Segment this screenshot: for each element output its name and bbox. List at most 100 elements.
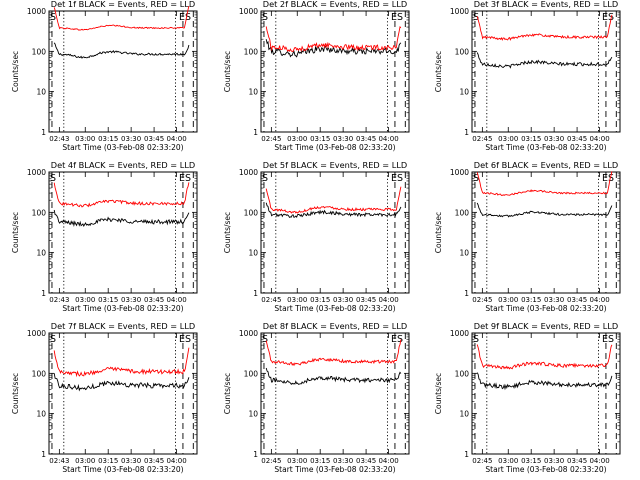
x-tick-label: 04:00: [378, 135, 398, 143]
start-marker-label: S: [397, 12, 403, 23]
y-tick-label: 10: [248, 249, 258, 258]
x-tick-label: 03:30: [333, 457, 353, 465]
start-marker-label: S: [262, 334, 268, 345]
y-tick-label: 10: [248, 88, 258, 97]
panel-title: Det 5f BLACK = Events, RED = LLD: [263, 160, 407, 170]
x-tick-label: 03:15: [98, 135, 118, 143]
x-tick-label: 04:00: [378, 296, 398, 304]
start-marker-label: S: [473, 173, 479, 184]
y-axis-label: Counts/sec: [11, 212, 20, 253]
x-tick-label: 03:00: [287, 457, 307, 465]
y-tick-label: 1: [464, 289, 469, 298]
x-axis-label: Start Time (03-Feb-08 02:33:20): [62, 143, 183, 152]
y-tick-label: 1000: [450, 7, 469, 16]
x-tick-label: 03:15: [310, 296, 330, 304]
series-line-events: [476, 372, 613, 391]
panel-det-2: Det 2f BLACK = Events, RED = LLD 1 10 100 10…: [223, 0, 410, 152]
panel-title: Det 7f BLACK = Events, RED = LLD: [51, 321, 195, 331]
start-marker-label: S: [185, 334, 191, 345]
x-tick-label: 02:45: [472, 457, 492, 465]
x-tick-label: 03:30: [121, 457, 141, 465]
x-tick-label: 03:30: [544, 457, 564, 465]
end-marker-label: E: [602, 12, 608, 23]
end-marker-label: E: [602, 173, 608, 184]
x-tick-label: 02:45: [472, 296, 492, 304]
series-line-events: [265, 367, 402, 386]
y-tick-label: 10: [248, 410, 258, 419]
x-tick-label: 03:30: [121, 296, 141, 304]
x-tick-label: 03:00: [498, 296, 518, 304]
start-marker-label: S: [262, 173, 268, 184]
series-line-lld: [476, 171, 613, 196]
panel-det-8: Det 8f BLACK = Events, RED = LLD 1 10 100 10…: [223, 321, 410, 474]
y-tick-label: 1: [253, 450, 258, 459]
y-tick-label: 10: [36, 249, 46, 258]
x-axis-label: Start Time (03-Feb-08 02:33:20): [485, 304, 606, 313]
x-tick-label: 03:00: [287, 135, 307, 143]
end-marker-label: E: [602, 334, 608, 345]
panel-title: Det 3f BLACK = Events, RED = LLD: [474, 0, 618, 9]
plot-frame: [48, 10, 198, 133]
series-line-events: [53, 373, 190, 392]
x-tick-label: 03:45: [356, 135, 376, 143]
y-axis-label: Counts/sec: [434, 212, 443, 253]
y-tick-label: 100: [32, 47, 47, 56]
x-axis-label: Start Time (03-Feb-08 02:33:20): [485, 143, 606, 152]
x-tick-label: 03:30: [544, 296, 564, 304]
series-line-events: [53, 209, 190, 228]
start-marker-label: S: [473, 334, 479, 345]
end-marker-label: E: [179, 12, 185, 23]
start-marker-label: S: [608, 334, 614, 345]
y-axis-label: Counts/sec: [11, 51, 20, 92]
x-tick-label: 03:00: [498, 135, 518, 143]
series-line-lld: [53, 182, 190, 208]
y-tick-label: 1000: [239, 329, 258, 338]
y-axis-label: Counts/sec: [223, 51, 232, 92]
y-tick-label: 100: [244, 47, 259, 56]
series-line-lld: [53, 5, 190, 31]
y-axis-label: Counts/sec: [11, 373, 20, 414]
y-tick-label: 1000: [450, 329, 469, 338]
x-tick-label: 03:45: [144, 296, 164, 304]
panel-title: Det 4f BLACK = Events, RED = LLD: [51, 160, 195, 170]
x-tick-label: 04:00: [589, 457, 609, 465]
plot-frame: [260, 10, 410, 133]
series-line-events: [476, 202, 613, 218]
y-tick-label: 1: [253, 289, 258, 298]
x-tick-label: 02:45: [472, 135, 492, 143]
start-marker-label: S: [185, 173, 191, 184]
x-tick-label: 03:45: [567, 296, 587, 304]
start-marker-label: S: [262, 12, 268, 23]
y-tick-label: 10: [459, 88, 469, 97]
x-axis-label: Start Time (03-Feb-08 02:33:20): [62, 304, 183, 313]
panel-det-6: Det 6f BLACK = Events, RED = LLD 1 10 100 10…: [434, 160, 621, 313]
y-axis-label: Counts/sec: [434, 373, 443, 414]
x-tick-label: 03:45: [144, 135, 164, 143]
y-tick-label: 10: [459, 249, 469, 258]
plot-frame: [471, 171, 621, 294]
y-tick-label: 1: [253, 128, 258, 137]
series-line-lld: [476, 344, 613, 370]
y-tick-label: 1: [41, 450, 46, 459]
start-marker-label: S: [397, 173, 403, 184]
y-tick-label: 100: [455, 208, 470, 217]
x-tick-label: 04:00: [166, 457, 186, 465]
x-tick-label: 03:15: [521, 135, 541, 143]
x-tick-label: 02:45: [261, 135, 281, 143]
y-tick-label: 10: [36, 410, 46, 419]
y-tick-label: 1000: [239, 168, 258, 177]
start-marker-label: S: [608, 173, 614, 184]
panel-det-1: Det 1f BLACK = Events, RED = LLD 1 10 100 10…: [11, 0, 198, 152]
y-tick-label: 100: [244, 369, 259, 378]
x-tick-label: 03:45: [567, 457, 587, 465]
x-tick-label: 02:43: [49, 457, 69, 465]
x-axis-label: Start Time (03-Feb-08 02:33:20): [62, 465, 183, 474]
series-line-events: [53, 42, 190, 59]
x-tick-label: 03:30: [333, 296, 353, 304]
x-axis-label: Start Time (03-Feb-08 02:33:20): [274, 143, 395, 152]
x-tick-label: 04:00: [589, 296, 609, 304]
y-tick-label: 1: [464, 128, 469, 137]
panel-title: Det 2f BLACK = Events, RED = LLD: [263, 0, 407, 9]
x-axis-label: Start Time (03-Feb-08 02:33:20): [485, 465, 606, 474]
